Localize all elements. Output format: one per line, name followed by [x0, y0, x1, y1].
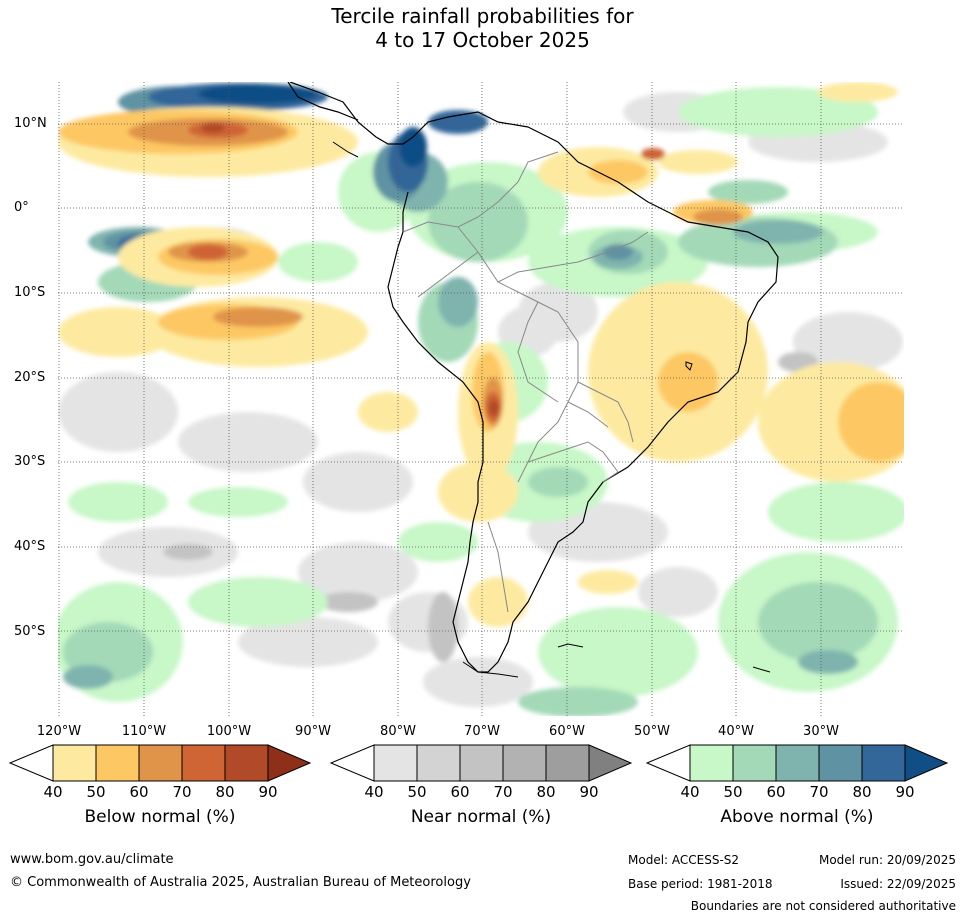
lon-label-60w: 60°W [549, 724, 585, 739]
colorbar-near-tick-60: 60 [450, 783, 470, 801]
lon-label-110w: 110°W [121, 724, 167, 739]
title-line-1: Tercile rainfall probabilities for [331, 4, 634, 28]
colorbar-near-tick-90: 90 [579, 783, 599, 801]
colorbar-above-swatch-6 [904, 744, 949, 782]
colorbar-above-tick-90: 90 [895, 783, 915, 801]
colorbar-below [8, 744, 312, 782]
colorbar-above-tick-80: 80 [852, 783, 872, 801]
colorbar-near-swatch-0 [329, 744, 375, 782]
colorbar-near-tick-70: 70 [493, 783, 513, 801]
lon-label-70w: 70°W [464, 724, 500, 739]
colorbar-near-swatch-5 [545, 744, 590, 782]
lat-label-10s: 10°S [14, 285, 46, 300]
probability-patches [58, 82, 904, 716]
probability-map [58, 82, 904, 716]
lon-label-120w: 120°W [36, 724, 82, 739]
colorbar-near-swatch-4 [502, 744, 547, 782]
lat-label-10n: 10°N [14, 116, 47, 131]
colorbar-below-tick-70: 70 [172, 783, 192, 801]
colorbar-below-swatch-6 [267, 744, 312, 782]
colorbar-near-swatch-2 [416, 744, 461, 782]
colorbar-above-swatch-4 [818, 744, 863, 782]
colorbar-below-swatch-2 [95, 744, 140, 782]
lat-label-40s: 40°S [14, 539, 46, 554]
colorbar-below-swatch-3 [138, 744, 183, 782]
disclaimer-text: Boundaries are not considered authoritat… [690, 899, 956, 913]
lon-label-80w: 80°W [380, 724, 416, 739]
lon-label-90w: 90°W [295, 724, 331, 739]
lon-label-40w: 40°W [718, 724, 754, 739]
colorbar-above-swatch-0 [645, 744, 691, 782]
model-run-text: Model run: 20/09/2025 [818, 853, 956, 867]
colorbar-above-tick-70: 70 [809, 783, 829, 801]
colorbar-above [645, 744, 949, 782]
colorbar-above-tick-50: 50 [723, 783, 743, 801]
lat-label-0: 0° [14, 200, 29, 215]
colorbar-above-label: Above normal (%) [720, 807, 874, 827]
base-period-text: Base period: 1981-2018 [628, 877, 773, 891]
colorbar-near-tick-80: 80 [536, 783, 556, 801]
map-svg [58, 82, 904, 716]
copyright-text: © Commonwealth of Australia 2025, Austra… [10, 875, 471, 890]
issued-text: Issued: 22/09/2025 [840, 877, 956, 891]
colorbar-below-tick-60: 60 [129, 783, 149, 801]
colorbar-below-label: Below normal (%) [84, 807, 236, 827]
colorbar-near-label: Near normal (%) [410, 807, 552, 827]
colorbar-near [329, 744, 633, 782]
colorbar-below-swatch-0 [8, 744, 54, 782]
colorbar-above-swatch-5 [861, 744, 906, 782]
colorbar-above-tick-60: 60 [766, 783, 786, 801]
country-borders [402, 151, 649, 613]
lat-label-30s: 30°S [14, 454, 46, 469]
lat-label-50s: 50°S [14, 624, 46, 639]
colorbar-near-tick-40: 40 [364, 783, 384, 801]
colorbar-below-swatch-1 [52, 744, 97, 782]
model-text: Model: ACCESS-S2 [628, 853, 740, 867]
colorbar-below-swatch-5 [224, 744, 269, 782]
colorbar-near-swatch-3 [459, 744, 504, 782]
colorbar-above-swatch-2 [732, 744, 777, 782]
coastline [287, 82, 779, 678]
lon-label-100w: 100°W [206, 724, 252, 739]
colorbar-above-swatch-1 [689, 744, 734, 782]
map-title: Tercile rainfall probabilities for 4 to … [0, 4, 965, 52]
website-link[interactable]: www.bom.gov.au/climate [10, 852, 174, 867]
lon-label-50w: 50°W [634, 724, 670, 739]
colorbar-below-tick-40: 40 [43, 783, 63, 801]
colorbar-near-swatch-6 [588, 744, 633, 782]
lon-label-30w: 30°W [803, 724, 839, 739]
graticule [58, 82, 904, 716]
colorbar-near-swatch-1 [373, 744, 418, 782]
colorbar-below-tick-80: 80 [215, 783, 235, 801]
colorbar-below-tick-50: 50 [86, 783, 106, 801]
colorbar-below-tick-90: 90 [258, 783, 278, 801]
colorbar-near-tick-50: 50 [407, 783, 427, 801]
colorbar-above-tick-40: 40 [680, 783, 700, 801]
colorbar-above-swatch-3 [775, 744, 820, 782]
lat-label-20s: 20°S [14, 370, 46, 385]
title-line-2: 4 to 17 October 2025 [375, 28, 590, 52]
colorbar-below-swatch-4 [181, 744, 226, 782]
